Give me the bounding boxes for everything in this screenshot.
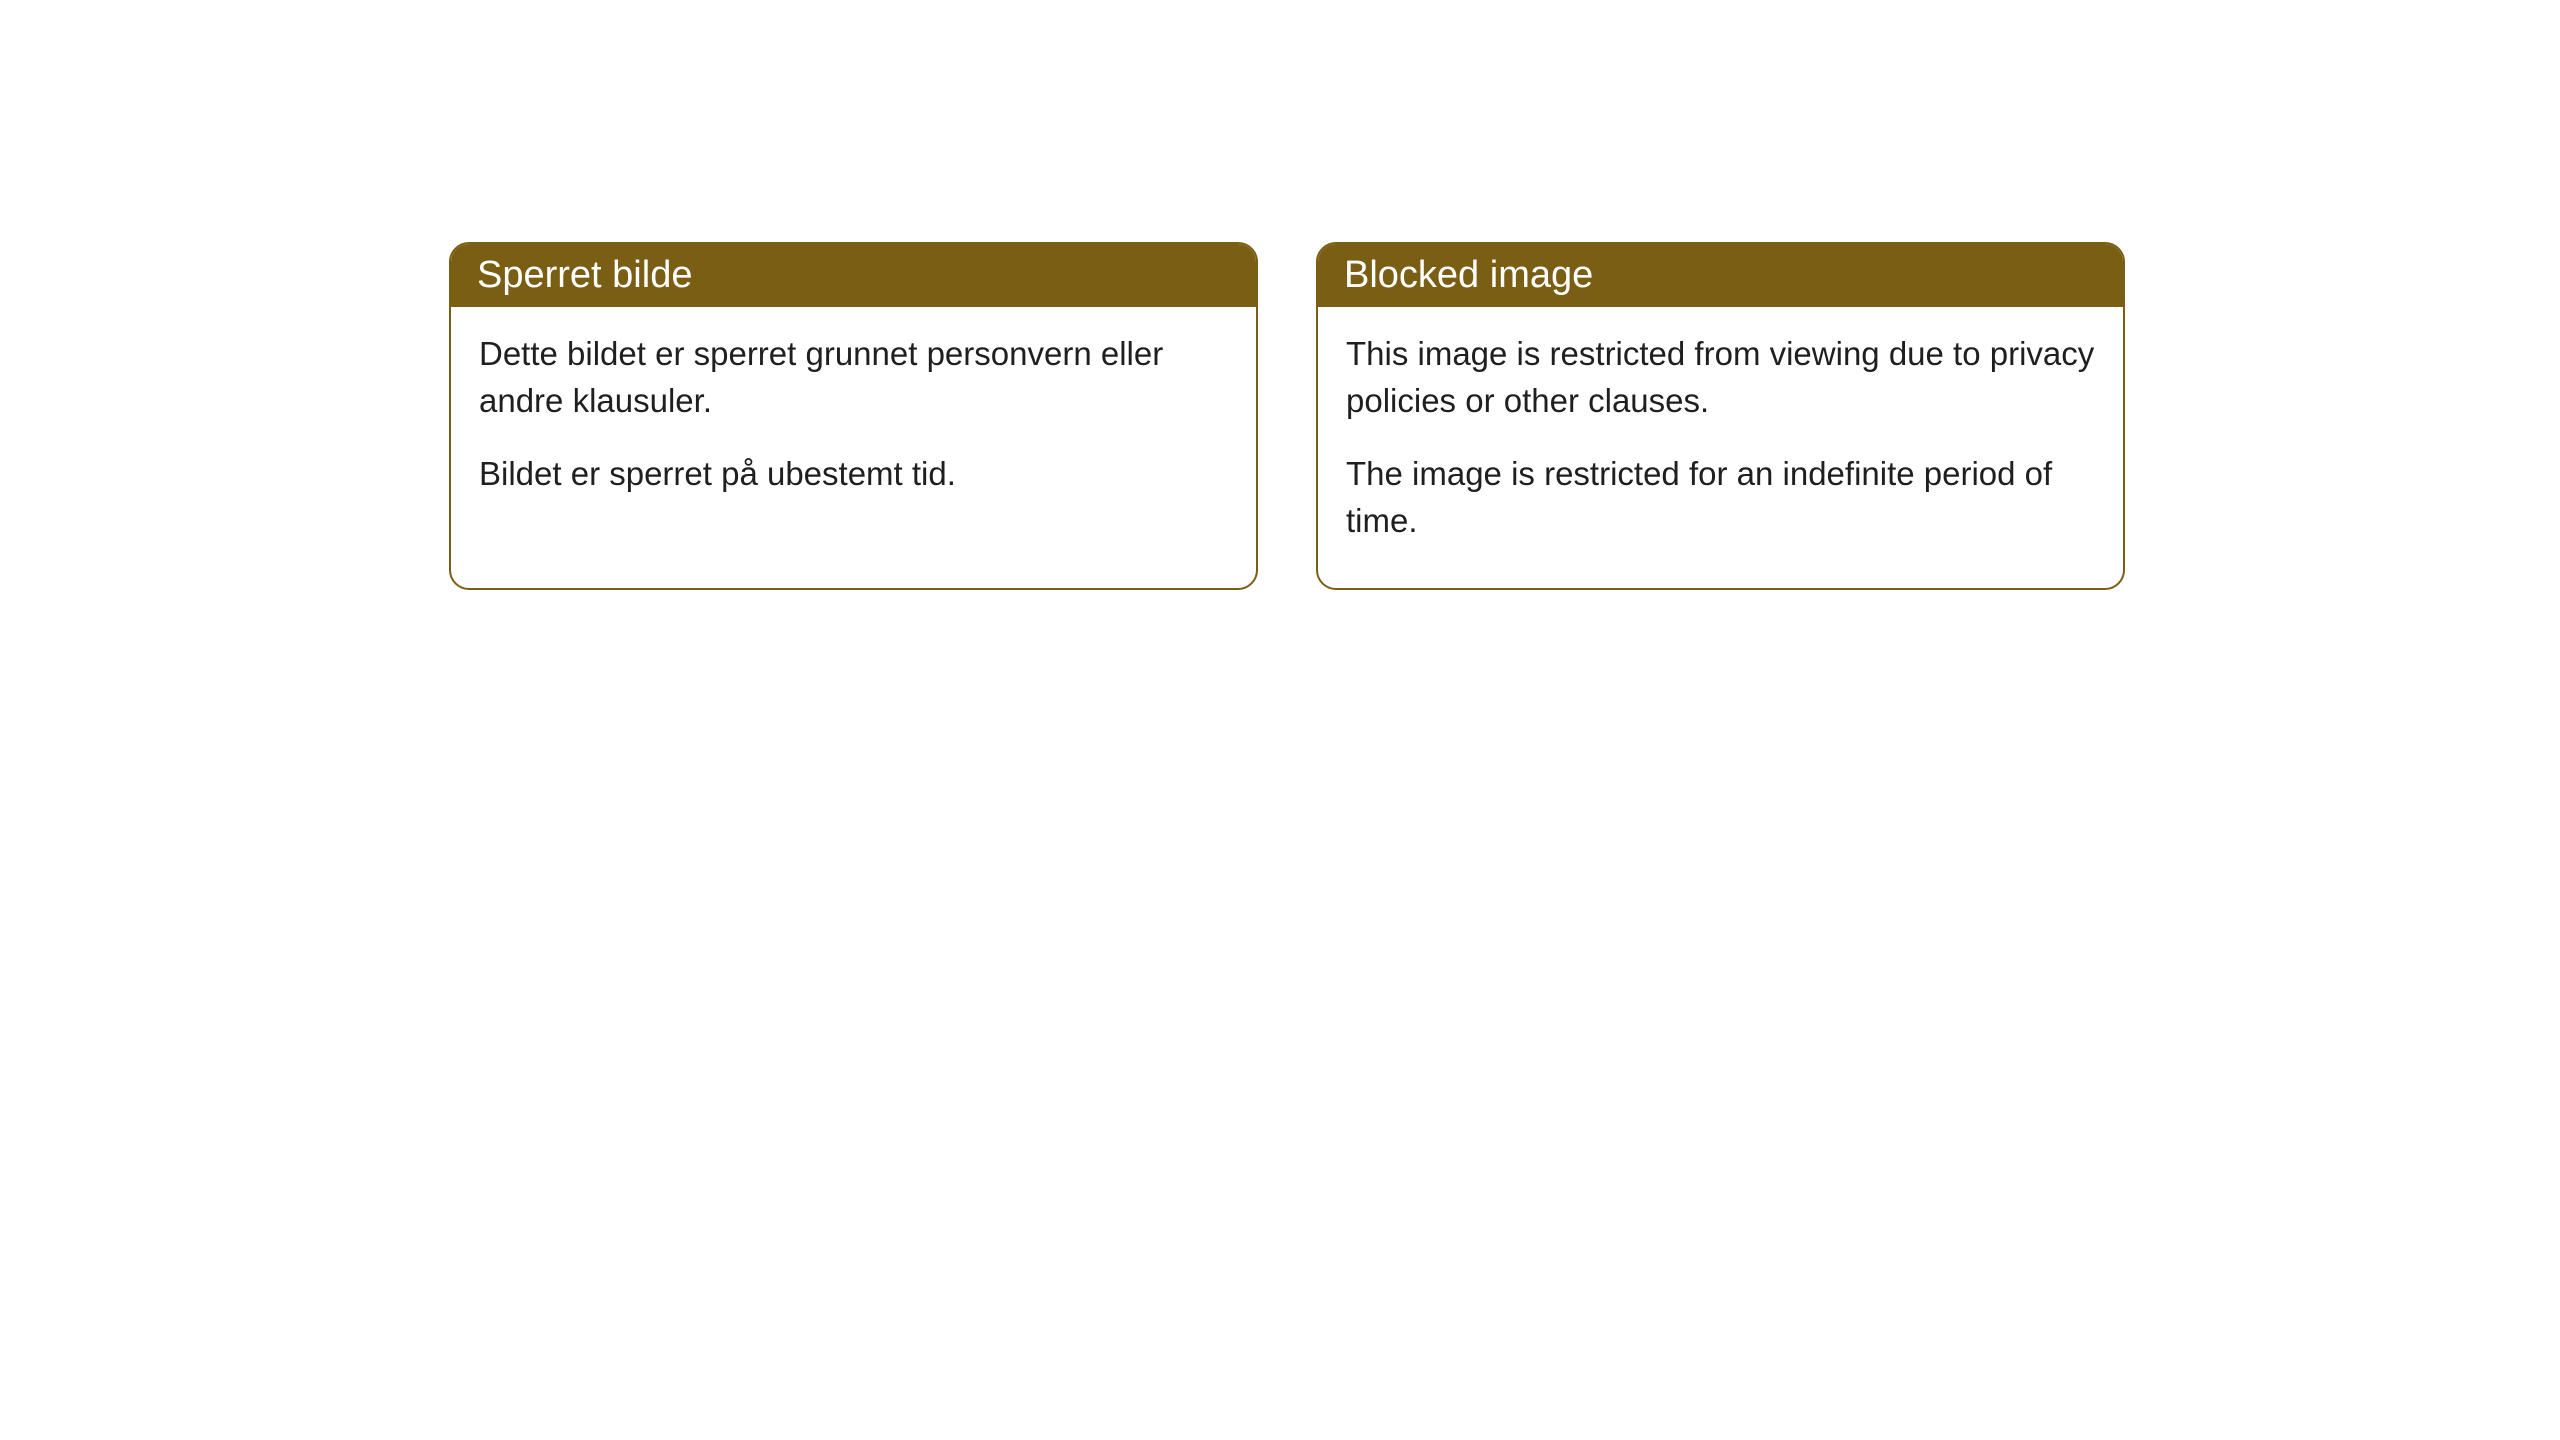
card-header: Blocked image bbox=[1318, 244, 2123, 307]
card-title: Blocked image bbox=[1344, 254, 1593, 296]
notice-card-english: Blocked image This image is restricted f… bbox=[1316, 242, 2125, 590]
notice-cards-container: Sperret bilde Dette bildet er sperret gr… bbox=[449, 242, 2125, 590]
card-header: Sperret bilde bbox=[451, 244, 1256, 307]
card-body: This image is restricted from viewing du… bbox=[1318, 307, 2123, 588]
card-body: Dette bildet er sperret grunnet personve… bbox=[451, 307, 1256, 542]
card-paragraph: Dette bildet er sperret grunnet personve… bbox=[479, 331, 1228, 425]
card-title: Sperret bilde bbox=[477, 254, 692, 296]
card-paragraph: This image is restricted from viewing du… bbox=[1346, 331, 2095, 425]
card-paragraph: Bildet er sperret på ubestemt tid. bbox=[479, 451, 1228, 498]
card-paragraph: The image is restricted for an indefinit… bbox=[1346, 451, 2095, 545]
notice-card-norwegian: Sperret bilde Dette bildet er sperret gr… bbox=[449, 242, 1258, 590]
